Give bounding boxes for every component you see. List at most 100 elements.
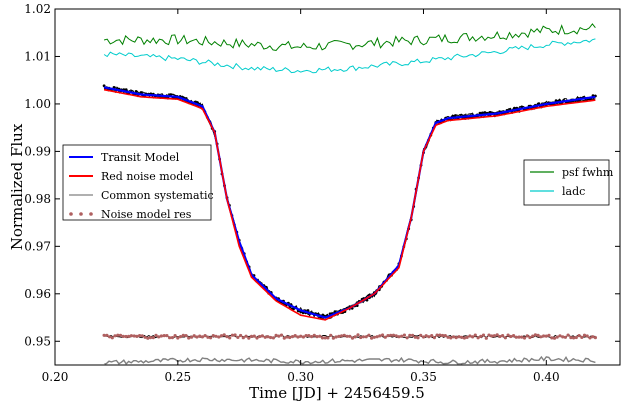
noise-res-point [118, 333, 123, 337]
noise-res-point [563, 335, 568, 339]
noise-res-point [105, 333, 109, 337]
noise-res-point [427, 335, 431, 339]
legend-entry-ladc: ladc [530, 185, 585, 198]
legend-entry-psf-fwhm: psf fwhm [530, 166, 614, 179]
y-axis-label: Normalized Flux [8, 123, 26, 250]
noise-res-point [370, 336, 374, 340]
noise-res-point [585, 334, 589, 338]
legend-entry-transit-model: Transit Model [69, 151, 180, 164]
legend-left: Transit Model Red noise model Common syste… [62, 144, 214, 221]
noise-res-point [386, 334, 390, 338]
noise-res-point [531, 334, 535, 338]
noise-res-point [162, 334, 166, 338]
noise-res-point [228, 336, 232, 340]
noise-res-point [296, 335, 300, 339]
noise-res-point [506, 333, 510, 337]
noise-res-point [340, 334, 344, 338]
noise-res-point [247, 336, 251, 340]
noise-res-point [471, 335, 475, 339]
noise-res-point [301, 335, 305, 339]
legend-dot [89, 212, 93, 216]
noise-res-point [108, 335, 112, 339]
x-tick-label: 0.35 [410, 370, 437, 384]
noise-res-point [263, 335, 267, 339]
noise-res-point [528, 335, 532, 340]
data-point [134, 90, 138, 93]
noise-res-point [279, 333, 284, 337]
noise-res-point [517, 335, 521, 339]
noise-res-point [252, 334, 256, 338]
noise-res-point [181, 333, 185, 337]
noise-res-point [550, 336, 554, 340]
noise-res-point [170, 336, 174, 340]
noise-res-point [364, 335, 368, 339]
noise-res-point [566, 333, 570, 337]
noise-res-point [187, 336, 191, 340]
noise-res-point [419, 333, 423, 337]
noise-res-point [337, 334, 341, 338]
y-tick-label: 0.95 [24, 334, 51, 348]
noise-res-point [498, 334, 502, 339]
noise-res-point [492, 334, 496, 338]
y-axis-ticks: 0.95 0.96 0.97 0.98 0.99 1.00 1.01 1.02 [24, 2, 620, 348]
noise-res-point [446, 335, 450, 339]
noise-res-point [481, 333, 486, 337]
noise-res-point [214, 334, 218, 338]
noise-res-point [367, 333, 371, 337]
noise-res-point [577, 334, 581, 338]
noise-res-point [451, 335, 456, 339]
y-tick-label: 1.00 [24, 97, 51, 111]
noise-res-point [255, 336, 259, 340]
noise-res-point [127, 334, 131, 338]
noise-res-point [552, 336, 557, 340]
noise-res-point [189, 335, 194, 339]
noise-res-point [509, 334, 513, 339]
noise-res-point [239, 333, 243, 338]
noise-res-point [593, 336, 598, 340]
x-tick-label: 0.20 [42, 370, 69, 384]
x-tick-label: 0.25 [164, 370, 191, 384]
noise-res-point [277, 334, 281, 338]
legend-entry-red-noise-model: Red noise model [69, 170, 194, 183]
data-point [478, 111, 482, 115]
noise-res-point [353, 335, 357, 339]
data-point [481, 111, 484, 115]
noise-res-point [159, 334, 163, 338]
noise-res-point [511, 334, 516, 338]
noise-res-point [350, 336, 355, 340]
y-tick-label: 1.02 [24, 2, 51, 16]
x-axis-label: Time [JD] + 2456459.5 [249, 384, 425, 402]
noise-res-point [198, 334, 202, 338]
noise-res-point [441, 333, 445, 338]
series-red-noise-model [103, 88, 596, 321]
noise-res-point [389, 333, 393, 337]
noise-res-point [288, 335, 292, 340]
noise-res-point [140, 334, 144, 338]
noise-res-point [110, 336, 114, 340]
noise-res-point [310, 335, 314, 339]
noise-res-point [129, 334, 133, 338]
noise-res-point [266, 335, 270, 339]
noise-res-point [561, 335, 565, 339]
noise-res-point [121, 334, 125, 338]
noise-res-point [408, 333, 412, 337]
noise-res-point [146, 336, 150, 340]
noise-res-point [260, 334, 264, 338]
noise-res-point [219, 334, 224, 338]
noise-res-point [383, 335, 387, 339]
noise-res-point [438, 333, 442, 337]
noise-res-point [329, 333, 333, 337]
noise-res-point [320, 336, 325, 340]
noise-res-point [514, 335, 518, 339]
noise-res-point [334, 335, 338, 339]
noise-res-point [558, 334, 562, 338]
y-tick-label: 0.98 [24, 192, 51, 206]
noise-res-point [282, 336, 286, 340]
noise-res-point [490, 334, 494, 338]
noise-res-point [495, 333, 499, 337]
noise-res-point [430, 334, 434, 338]
noise-res-point [244, 334, 248, 338]
noise-res-point [411, 333, 415, 337]
